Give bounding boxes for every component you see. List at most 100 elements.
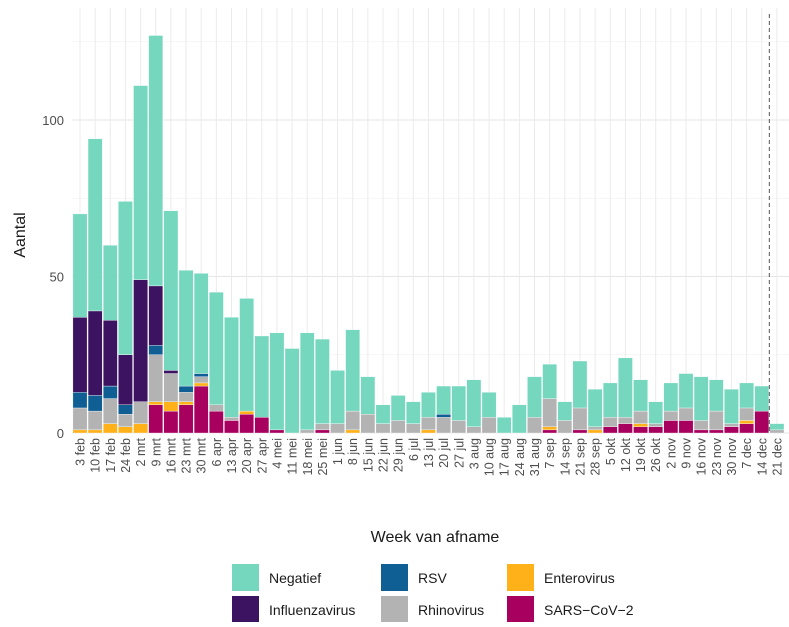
bar-segment: Negatief — 7 dec: 8 bbox=[740, 383, 754, 408]
bar-segment: Rhinovirus — 18 mei: 1 bbox=[300, 430, 314, 433]
bar-segment: Negatief — 31 aug: 13 bbox=[527, 377, 541, 418]
bar-segment: Negatief — 21 dec: 2 bbox=[770, 424, 784, 430]
x-tick-label: 13 apr bbox=[225, 438, 239, 473]
x-tick-label: 5 okt bbox=[604, 437, 618, 465]
bar-segment: Enterovirus — 7 sep: 1 bbox=[543, 427, 557, 430]
bar-segment: Enterovirus — 19 okt: 1 bbox=[633, 424, 647, 427]
bar-segment: Negatief — 11 mei: 27 bbox=[285, 348, 299, 433]
bar-segment: Negatief — 17 feb: 24 bbox=[103, 245, 117, 320]
bar-segment: RSV — 3 feb: 5 bbox=[73, 392, 87, 408]
bar-segment: Rhinovirus — 12 okt: 2 bbox=[618, 417, 632, 423]
x-tick-label: 3 feb bbox=[74, 438, 88, 466]
bar-segment: Negatief — 24 feb: 49 bbox=[118, 201, 132, 354]
legend-swatch bbox=[381, 596, 408, 622]
legend-swatch bbox=[232, 596, 259, 622]
bar-segment: Negatief — 3 feb: 33 bbox=[73, 214, 87, 317]
bar-segment: Negatief — 9 nov: 11 bbox=[679, 374, 693, 408]
bar-segment: SARS−CoV−2 — 30 mrt: 15 bbox=[194, 386, 208, 433]
bar-segment: SARS−CoV−2 — 19 okt: 2 bbox=[633, 427, 647, 433]
x-tick-label: 26 okt bbox=[649, 437, 663, 472]
bar-segment: SARS−CoV−2 — 26 okt: 2 bbox=[649, 427, 663, 433]
legend-label: Enterovirus bbox=[544, 570, 615, 586]
bar-segment: SARS−CoV−2 — 27 apr: 5 bbox=[255, 417, 269, 433]
x-tick-label: 6 jul bbox=[407, 438, 421, 461]
bar-segment: Rhinovirus — 24 feb: 4 bbox=[118, 414, 132, 427]
bar-segment: RSV — 30 mrt: 1 bbox=[194, 374, 208, 377]
x-tick-label: 17 feb bbox=[104, 438, 118, 473]
bar-segment: SARS−CoV−2 — 13 apr: 4 bbox=[224, 420, 238, 433]
bar-segment: Rhinovirus — 9 mrt: 15 bbox=[149, 355, 163, 402]
x-tick-label: 27 apr bbox=[255, 438, 269, 473]
x-tick-label: 21 dec bbox=[770, 438, 784, 476]
bar-segment: Rhinovirus — 2 nov: 3 bbox=[664, 411, 678, 420]
bar-segment: Enterovirus — 30 mrt: 1 bbox=[194, 383, 208, 386]
legend-swatch bbox=[232, 564, 259, 591]
x-tick-label: 2 nov bbox=[664, 437, 678, 468]
y-tick-label: 50 bbox=[50, 270, 64, 285]
x-tick-label: 12 okt bbox=[619, 437, 633, 472]
x-tick-label: 6 apr bbox=[210, 438, 224, 467]
x-tick-label: 24 aug bbox=[513, 438, 527, 476]
bar-segment: Influenzavirus — 2 mrt: 39 bbox=[134, 280, 148, 402]
bar-segment: SARS−CoV−2 — 20 apr: 6 bbox=[240, 414, 254, 433]
x-tick-label: 20 jul bbox=[437, 438, 451, 468]
y-axis: 050100 bbox=[42, 113, 64, 441]
bar-segment: Negatief — 14 sep: 6 bbox=[558, 402, 572, 421]
bar-segment: Rhinovirus — 17 feb: 8 bbox=[103, 399, 117, 424]
bar-segment: RSV — 20 jul: 1 bbox=[437, 414, 451, 417]
bar-segment: Negatief — 18 mei: 31 bbox=[300, 333, 314, 430]
bar-segment: Rhinovirus — 8 jun: 6 bbox=[346, 411, 360, 430]
bar-segment: Negatief — 6 apr: 36 bbox=[209, 292, 223, 405]
bar-segment: Enterovirus — 10 feb: 1 bbox=[88, 430, 102, 433]
bar-segment: Rhinovirus — 5 okt: 3 bbox=[603, 417, 617, 426]
bar-segment: Negatief — 26 okt: 7 bbox=[649, 402, 663, 424]
bar-segment: Negatief — 13 jul: 8 bbox=[421, 392, 435, 417]
x-tick-label: 30 mrt bbox=[195, 437, 209, 473]
bar-segment: Negatief — 10 aug: 8 bbox=[482, 392, 496, 417]
bar-segment: Rhinovirus — 29 jun: 4 bbox=[391, 420, 405, 433]
bar-segment: Negatief — 10 feb: 55 bbox=[88, 139, 102, 311]
bar-segment: Negatief — 16 mrt: 51 bbox=[164, 211, 178, 371]
x-tick-label: 13 jul bbox=[422, 438, 436, 468]
bar-segment: Negatief — 19 okt: 10 bbox=[633, 380, 647, 411]
bar-segment: Influenzavirus — 10 feb: 27 bbox=[88, 311, 102, 396]
bar-segment: Rhinovirus — 26 okt: 1 bbox=[649, 424, 663, 427]
bar-segment: SARS−CoV−2 — 7 dec: 3 bbox=[740, 424, 754, 433]
bar-segment: Enterovirus — 7 dec: 1 bbox=[740, 420, 754, 423]
bar-segment: SARS−CoV−2 — 16 mrt: 7 bbox=[164, 411, 178, 433]
bar-segment: Enterovirus — 17 feb: 3 bbox=[103, 424, 117, 433]
bar-segment: Enterovirus — 24 feb: 2 bbox=[118, 427, 132, 433]
bar-segment: Negatief — 29 jun: 8 bbox=[391, 395, 405, 420]
bar-segment: Negatief — 23 nov: 10 bbox=[709, 380, 723, 411]
bar-segment: SARS−CoV−2 — 12 okt: 3 bbox=[618, 424, 632, 433]
bar-segment: RSV — 23 mrt: 2 bbox=[179, 386, 193, 392]
bar-segment: Negatief — 27 apr: 26 bbox=[255, 336, 269, 417]
y-tick-label: 100 bbox=[42, 113, 64, 128]
legend-swatch bbox=[507, 596, 534, 622]
legend-item: Rhinovirus bbox=[381, 596, 484, 622]
bar-segment: Negatief — 21 sep: 15 bbox=[573, 361, 587, 408]
x-tick-label: 10 aug bbox=[483, 438, 497, 476]
bar-segment: Rhinovirus — 13 apr: 1 bbox=[224, 417, 238, 420]
bar-segment: Rhinovirus — 30 mrt: 2 bbox=[194, 377, 208, 383]
bar-segment: Rhinovirus — 2 mrt: 7 bbox=[134, 402, 148, 424]
bar-segment: Rhinovirus — 21 sep: 7 bbox=[573, 408, 587, 430]
bar-segment: Negatief — 20 apr: 36 bbox=[240, 298, 254, 411]
legend: Negatief RSV Enterovirus Influenzavirus Rhin… bbox=[232, 564, 634, 622]
x-tick-label: 8 jun bbox=[346, 438, 360, 465]
bar-segment: SARS−CoV−2 — 2 nov: 4 bbox=[664, 420, 678, 433]
bar-segment: Rhinovirus — 31 aug: 5 bbox=[527, 417, 541, 433]
bar-segment: RSV — 10 feb: 5 bbox=[88, 395, 102, 411]
x-tick-label: 16 mrt bbox=[164, 437, 178, 473]
x-axis: 3 feb 10 feb 17 feb 24 feb 2 mrt 9 mrt 16 mrt 2… bbox=[74, 437, 785, 476]
x-tick-label: 10 feb bbox=[89, 438, 103, 473]
bar-segment: Enterovirus — 28 sep: 1 bbox=[588, 430, 602, 433]
x-tick-label: 29 jun bbox=[392, 438, 406, 472]
bar-segment: Enterovirus — 2 mrt: 3 bbox=[134, 424, 148, 433]
x-tick-label: 16 nov bbox=[695, 437, 709, 475]
x-tick-label: 11 mei bbox=[286, 438, 300, 475]
bar-segment: Rhinovirus — 3 feb: 7 bbox=[73, 408, 87, 430]
x-tick-label: 14 sep bbox=[558, 438, 572, 476]
bar-segment: Negatief — 12 okt: 19 bbox=[618, 358, 632, 417]
legend-item: Enterovirus bbox=[507, 564, 615, 591]
